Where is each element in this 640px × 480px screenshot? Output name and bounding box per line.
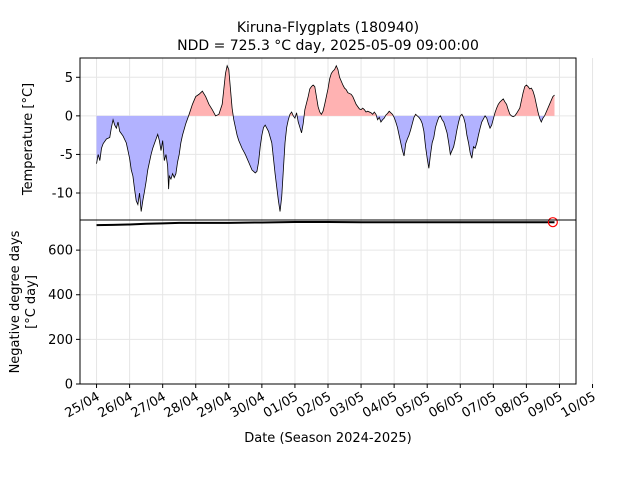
below-freezing-fill — [417, 115, 441, 169]
temperature-line — [96, 64, 555, 212]
date-x-tick-label: 27/04 — [129, 389, 169, 421]
temperature-y-tick-label: 5 — [65, 71, 73, 86]
ndd-axis-label-line1: Negative degree days — [8, 230, 23, 373]
temperature-grid — [80, 58, 594, 220]
temperature-axis-label: Temperature [°C] — [21, 83, 36, 196]
below-freezing-fill — [440, 115, 461, 155]
date-x-tick-label: 10/05 — [559, 389, 599, 421]
chart-title-line2: NDD = 725.3 °C day, 2025-05-09 09:00:00 — [177, 38, 479, 54]
date-x-tick-label: 04/05 — [360, 389, 400, 421]
ndd-series-line — [96, 221, 555, 227]
below-freezing-fill — [233, 115, 290, 212]
date-x-tick-label: 26/04 — [96, 389, 136, 421]
x-axis-label: Date (Season 2024-2025) — [244, 431, 412, 446]
temperature-fill — [96, 65, 555, 212]
temperature-y-ticks: -10 -5 0 5 — [52, 71, 80, 202]
ndd-y-tick-label: 600 — [48, 244, 73, 259]
date-x-tick-label: 03/05 — [327, 389, 367, 421]
ndd-y-tick-label: 200 — [48, 333, 73, 348]
above-freezing-fill — [289, 112, 294, 116]
ndd-y-ticks: 0 200 400 600 — [48, 244, 80, 393]
below-freezing-fill — [462, 115, 486, 159]
date-x-tick-label: 29/04 — [195, 389, 235, 421]
ndd-axis-label-line2: [°C day] — [24, 275, 39, 329]
date-x-tick-label: 07/05 — [459, 389, 499, 421]
above-freezing-fill — [494, 98, 512, 116]
ndd-current-marker — [547, 217, 558, 228]
ndd-y-tick-label: 0 — [65, 378, 73, 393]
temperature-y-tick-label: -10 — [52, 187, 73, 202]
above-freezing-fill — [385, 111, 394, 116]
temperature-series-line — [96, 64, 555, 212]
ndd-y-tick-label: 400 — [48, 288, 73, 303]
date-x-tick-label: 30/04 — [228, 389, 268, 421]
above-freezing-fill — [514, 85, 540, 116]
above-freezing-fill — [304, 65, 377, 116]
date-x-tick-label: 02/05 — [294, 389, 334, 421]
below-freezing-fill — [376, 115, 386, 123]
date-x-tick-label: 09/05 — [526, 389, 566, 421]
temperature-y-tick-label: -5 — [60, 148, 73, 163]
ndd-current-point — [547, 217, 558, 228]
below-freezing-fill — [297, 115, 305, 133]
above-freezing-fill — [188, 65, 234, 116]
date-x-tick-label: 25/04 — [63, 389, 103, 421]
date-x-tick-label: 01/05 — [261, 389, 301, 421]
below-freezing-fill — [96, 115, 189, 212]
ndd-line — [96, 221, 555, 227]
date-x-ticks: 25/0426/0427/0428/0429/0430/0401/0502/05… — [63, 384, 599, 421]
date-x-tick-label: 08/05 — [492, 389, 532, 421]
below-freezing-fill — [393, 115, 415, 156]
ndd-panel: 0 200 400 600 25/0426/0427/0428/0429/0430/0… — [8, 217, 599, 421]
ndd-grid — [80, 220, 594, 385]
date-x-tick-label: 28/04 — [162, 389, 202, 421]
date-x-tick-label: 05/05 — [393, 389, 433, 421]
date-x-tick-label: 06/05 — [426, 389, 466, 421]
temperature-y-tick-label: 0 — [65, 109, 73, 124]
chart-title-line1: Kiruna-Flygplats (180940) — [237, 20, 419, 36]
temperature-panel: -10 -5 0 5 Temperature [°C] — [21, 57, 594, 221]
